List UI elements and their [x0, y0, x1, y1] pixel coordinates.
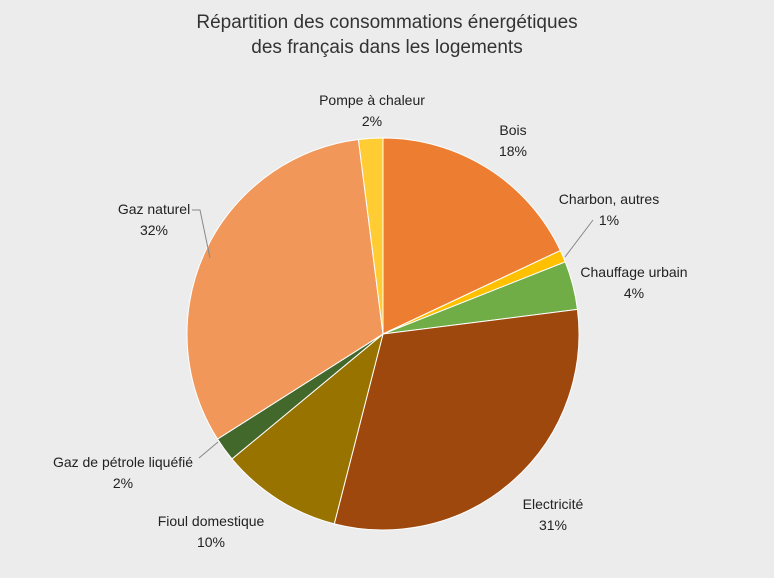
slice-name: Chauffage urbain: [580, 264, 687, 280]
pie-slice-4: [231, 332, 384, 525]
leader-line-6: [192, 209, 211, 259]
slice-name: Gaz de pétrole liquéfié: [53, 454, 193, 470]
chart-title: Répartition des consommations énergétiqu…: [0, 10, 774, 60]
pie-slices: [186, 137, 580, 531]
leader-lines: [192, 209, 594, 459]
slice-label-0: Bois 18%: [499, 122, 527, 159]
slice-label-1: Charbon, autres 1%: [559, 191, 659, 228]
slice-label-5: Gaz de pétrole liquéfié 2%: [53, 454, 193, 491]
slice-label-6: Gaz naturel 32%: [118, 201, 190, 238]
slice-value: 18%: [499, 143, 527, 159]
slice-name: Pompe à chaleur: [319, 92, 425, 108]
slice-value: 10%: [197, 534, 225, 550]
slice-value: 32%: [140, 222, 168, 238]
pie-slice-0: [382, 137, 562, 335]
slice-name: Charbon, autres: [559, 191, 659, 207]
slice-label-7: Pompe à chaleur 2%: [319, 92, 425, 129]
slice-value: 2%: [113, 475, 133, 491]
slice-value: 1%: [599, 212, 619, 228]
slice-label-4: Fioul domestique 10%: [158, 513, 265, 550]
slice-value: 2%: [362, 113, 382, 129]
slice-label-2: Chauffage urbain 4%: [580, 264, 687, 301]
pie-slice-3: [333, 308, 580, 531]
slice-value: 31%: [539, 517, 567, 533]
slice-labels: Bois 18% Charbon, autres 1% Chauffage urbain…: [53, 92, 688, 550]
slice-name: Fioul domestique: [158, 513, 265, 529]
leader-line-1: [564, 219, 594, 258]
pie-slice-6: [186, 138, 384, 440]
slice-name: Gaz naturel: [118, 201, 190, 217]
slice-name: Bois: [499, 122, 526, 138]
leader-line-5: [198, 441, 219, 459]
chart-title-line-1: Répartition des consommations énergétiqu…: [196, 12, 578, 33]
pie-slice-7: [357, 137, 384, 335]
slice-label-3: Electricité 31%: [523, 496, 584, 533]
slice-value: 4%: [624, 285, 644, 301]
chart-title-line-2: des français dans les logements: [251, 37, 523, 58]
slice-name: Electricité: [523, 496, 584, 512]
